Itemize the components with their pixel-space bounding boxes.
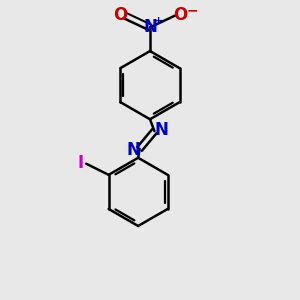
Text: N: N — [126, 141, 140, 159]
Text: +: + — [154, 16, 164, 26]
Text: −: − — [187, 3, 198, 17]
Text: I: I — [78, 154, 84, 172]
Text: O: O — [173, 6, 187, 24]
Text: N: N — [154, 121, 168, 139]
Text: O: O — [113, 6, 127, 24]
Text: N: N — [143, 18, 157, 36]
